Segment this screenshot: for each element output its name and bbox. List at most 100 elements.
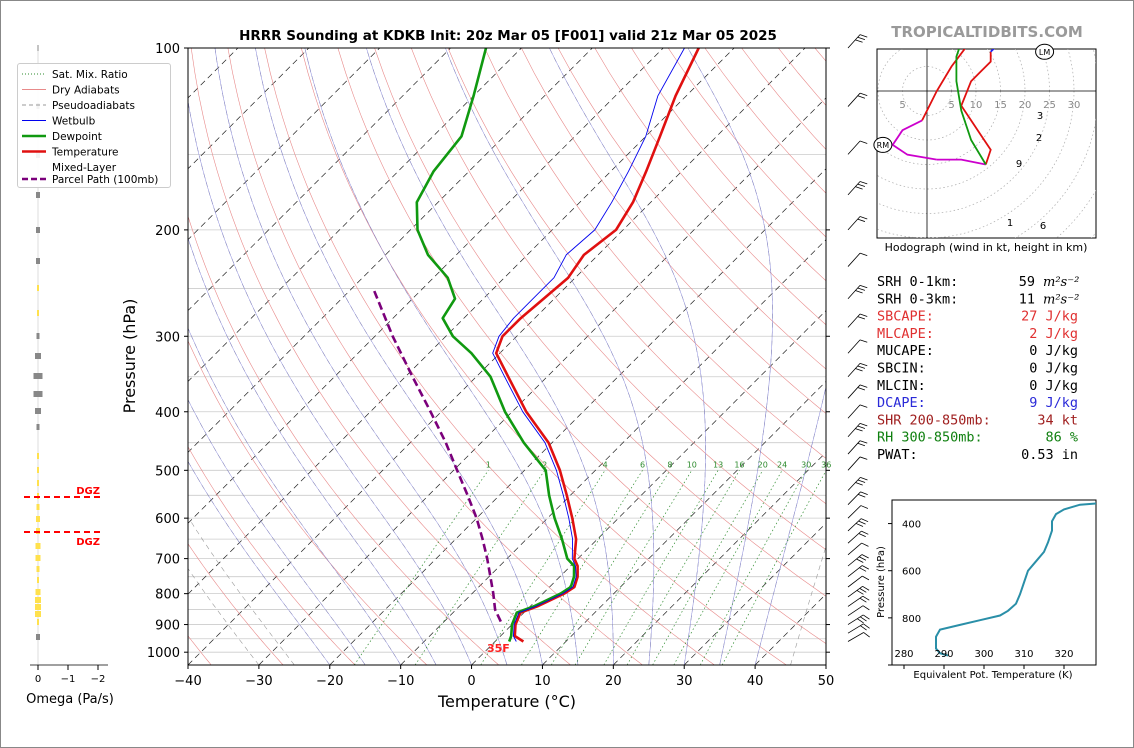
wind-barb: [847, 181, 868, 196]
dry-adiabat: [301, 48, 787, 665]
wind-barb: [847, 216, 868, 231]
wind-barb: [847, 284, 868, 299]
x-tick-label: 20: [605, 674, 622, 689]
mixing-ratio-label: 2: [542, 460, 547, 469]
wetbulb-guide: [188, 237, 437, 665]
index-label: MUCAPE:: [877, 343, 934, 359]
omega-bar: [36, 634, 40, 640]
y-tick-label: 600: [155, 512, 180, 527]
omega-bar: [35, 408, 41, 414]
index-label: PWAT:: [877, 447, 918, 463]
omega-tick-label: −1: [61, 674, 76, 685]
omega-axis-label: Omega (Pa/s): [26, 692, 114, 707]
wind-barb: [847, 542, 869, 556]
wind-barb: [847, 456, 868, 471]
wind-barb: [847, 575, 870, 588]
y-tick-label: 300: [155, 330, 180, 345]
isotherm: [471, 310, 826, 665]
wind-barb: [847, 605, 870, 616]
omega-bar: [37, 310, 39, 316]
mixing-ratio-line: [521, 470, 643, 665]
hodograph-ring-label: 5: [948, 100, 954, 111]
omega-bar: [37, 619, 39, 625]
y-axis-label: Pressure (hPa): [120, 299, 139, 414]
mixing-ratio-label: 13: [713, 460, 723, 469]
rm-label: RM: [877, 141, 890, 150]
wetbulb-guide: [188, 460, 331, 665]
x-tick-label: 50: [818, 674, 835, 689]
wind-barb: [847, 614, 870, 625]
dry-adiabat: [227, 48, 643, 665]
hodograph-ring-label: 30: [1068, 100, 1081, 111]
wind-barb: [847, 339, 868, 354]
index-value: 0 J/kg: [1029, 361, 1078, 377]
wind-barb: [847, 362, 868, 377]
mixing-ratio-label: 4: [603, 460, 608, 469]
index-value: 0 J/kg: [1029, 378, 1078, 394]
index-value: 86 %: [1045, 430, 1078, 446]
lm-marker: [1035, 43, 1055, 60]
index-value: 34 kt: [1037, 412, 1078, 428]
theta-e-x-tick-label: 290: [934, 649, 953, 660]
skewt-axis-ticks: −40 −30 −20 −10 0 10 20 30 40 50 1000 900 800 700 600 5…: [147, 42, 834, 689]
wetbulb-guide: [304, 48, 579, 665]
theta-e-frame: [891, 499, 1097, 666]
brand-logo-text: TROPICALTIDBITS.COM: [891, 23, 1083, 41]
index-label: RH 300-850mb:: [877, 430, 983, 446]
rm-marker: [873, 136, 893, 153]
mixing-ratio-label: 10: [687, 460, 697, 469]
omega-bar: [35, 353, 41, 359]
wind-barb: [847, 623, 870, 634]
hodograph-ring-label: 15: [994, 100, 1007, 111]
index-value: 2 J/kg: [1029, 326, 1078, 342]
wetbulb-guide: [255, 48, 543, 665]
hodograph-segment: [921, 49, 966, 121]
y-tick-label: 800: [155, 588, 180, 603]
omega-bar: [35, 611, 41, 617]
index-value: 0 J/kg: [1029, 343, 1078, 359]
hodograph-height-label: 9: [1016, 159, 1022, 170]
index-label: SRH 0-3km:: [877, 291, 958, 307]
dry-adiabat: [521, 48, 826, 414]
legend-label: Wetbulb: [52, 116, 96, 128]
wind-barb: [847, 632, 870, 642]
isotherm: [329, 168, 826, 665]
y-tick-label: 400: [155, 406, 180, 421]
x-tick-label: −40: [174, 674, 201, 689]
mixing-ratio-label: 24: [777, 460, 787, 469]
wind-barb: [847, 384, 868, 399]
index-label: SHR 200-850mb:: [877, 412, 991, 428]
wetbulb-guide: [754, 385, 826, 665]
wind-barb: [847, 92, 868, 107]
dry-adiabat: [188, 340, 428, 665]
hodograph-segment: [936, 158, 986, 166]
theta-e-x-tick-label: 280: [894, 649, 913, 660]
legend-label: Mixed-Layer: [52, 162, 117, 174]
wetbulb-guide: [214, 48, 508, 665]
mixing-ratio-line: [652, 470, 764, 665]
mixing-ratio-line: [414, 470, 545, 665]
omega-bar: [36, 516, 40, 522]
mixing-ratio-line: [626, 470, 740, 665]
x-tick-label: −30: [245, 674, 272, 689]
legend-label: Parcel Path (100mb): [52, 174, 158, 186]
wind-barb: [847, 530, 869, 544]
mixing-ratio-line: [721, 470, 826, 665]
theta-e-x-tick-label: 300: [974, 649, 993, 660]
dry-adiabat: [264, 48, 715, 665]
hodograph-segment: [955, 49, 987, 165]
theta-e-x-label: Equivalent Pot. Temperature (K): [913, 670, 1072, 681]
x-tick-label: −20: [316, 674, 343, 689]
wind-barb: [847, 491, 868, 505]
theta-e-y-label: Pressure (hPa): [876, 546, 887, 618]
isotherm: [613, 451, 826, 665]
hodograph-height-label: 6: [1040, 221, 1046, 232]
wind-barb: [847, 595, 870, 607]
wind-barb: [847, 440, 868, 455]
mixing-ratio-line: [603, 470, 719, 665]
pseudoadiabat: [188, 237, 437, 665]
hodograph-traces: [891, 49, 995, 166]
dry-adiabat: [374, 48, 826, 597]
omega-tick-label: 0: [35, 674, 41, 685]
x-tick-label: −10: [387, 674, 414, 689]
